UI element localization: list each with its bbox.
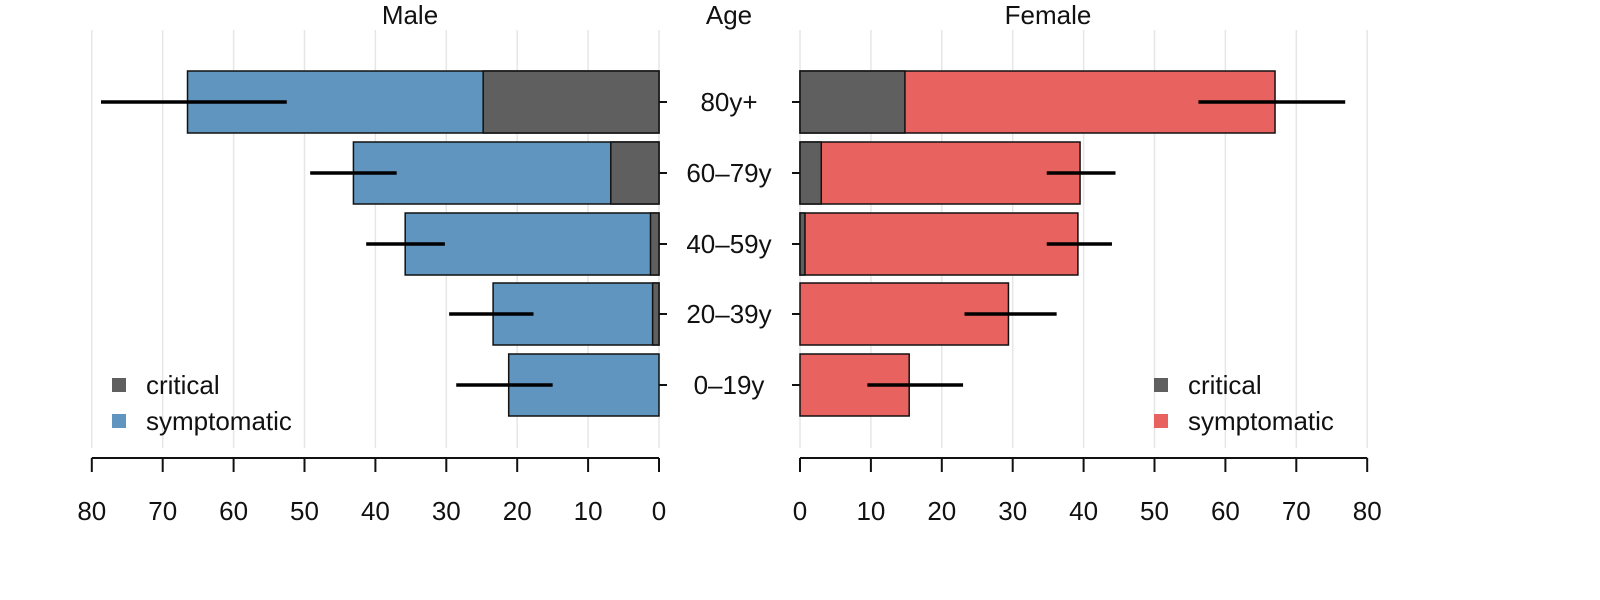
- female-tick-label: 60: [1211, 496, 1240, 526]
- male-tick-label: 80: [77, 496, 106, 526]
- male-tick-label: 10: [574, 496, 603, 526]
- male-bar-critical: [610, 141, 660, 205]
- male-legend-key-critical: [112, 378, 126, 392]
- male-legend-key-symptomatic: [112, 414, 126, 428]
- age-label: 40–59y: [686, 229, 771, 259]
- male-panel-title: Male: [382, 0, 438, 30]
- female-tick-label: 20: [927, 496, 956, 526]
- male-legend-label-critical: critical: [146, 370, 220, 400]
- female-tick-label: 40: [1069, 496, 1098, 526]
- age-label: 60–79y: [686, 158, 771, 188]
- female-tick-label: 30: [998, 496, 1027, 526]
- age-label: 80y+: [700, 87, 757, 117]
- age-label: 20–39y: [686, 299, 771, 329]
- male-tick-label: 30: [432, 496, 461, 526]
- female-legend-label-critical: critical: [1188, 370, 1262, 400]
- male-tick-label: 70: [148, 496, 177, 526]
- female-legend-key-critical: [1154, 378, 1168, 392]
- male-tick-label: 40: [361, 496, 390, 526]
- female-tick-label: 70: [1282, 496, 1311, 526]
- age-label: 0–19y: [694, 370, 765, 400]
- female-bar-critical: [799, 70, 906, 134]
- male-tick-label: 60: [219, 496, 248, 526]
- female-tick-label: 0: [793, 496, 807, 526]
- female-bar-critical: [799, 212, 806, 276]
- male-bar-symptomatic: [352, 141, 660, 205]
- female-legend-label-symptomatic: symptomatic: [1188, 406, 1334, 436]
- female-tick-label: 10: [856, 496, 885, 526]
- male-legend-label-symptomatic: symptomatic: [146, 406, 292, 436]
- female-tick-label: 80: [1353, 496, 1382, 526]
- female-bar-symptomatic: [799, 141, 1081, 205]
- male-tick-label: 50: [290, 496, 319, 526]
- male-bar-critical: [651, 282, 660, 346]
- male-bar-symptomatic: [404, 212, 660, 276]
- female-panel-title: Female: [1005, 0, 1092, 30]
- female-bar-symptomatic: [799, 212, 1079, 276]
- male-tick-label: 20: [503, 496, 532, 526]
- male-tick-label: 0: [652, 496, 666, 526]
- female-bar-critical: [799, 141, 823, 205]
- age-axis-title: Age: [706, 0, 752, 30]
- male-bar-critical: [649, 212, 660, 276]
- female-tick-label: 50: [1140, 496, 1169, 526]
- male-bar-critical: [482, 70, 660, 134]
- female-legend-key-symptomatic: [1154, 414, 1168, 428]
